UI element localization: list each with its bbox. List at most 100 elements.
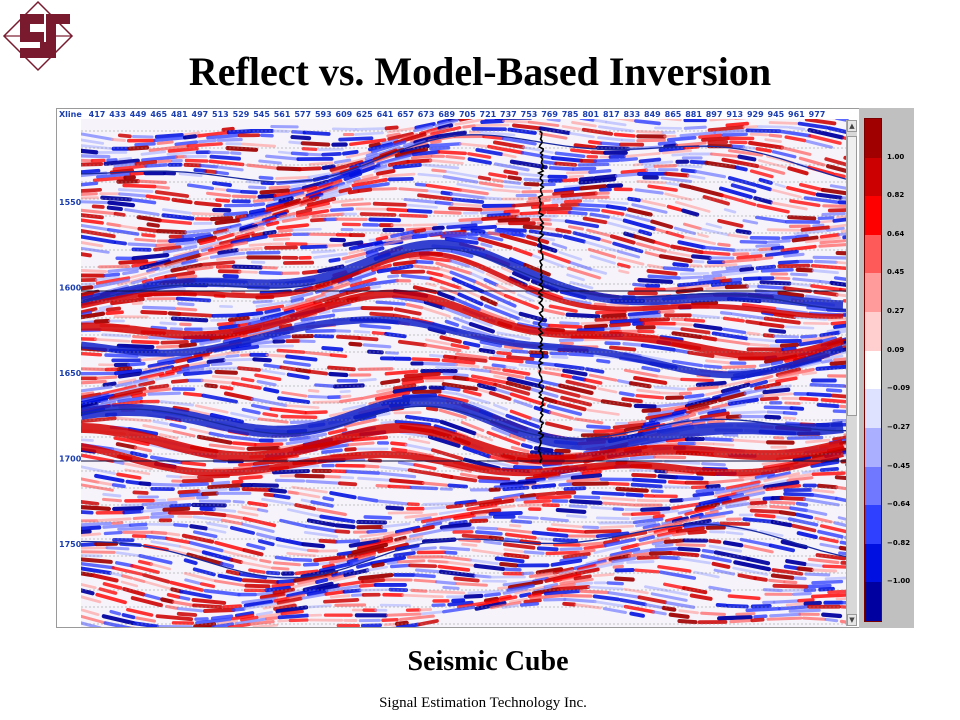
amplitude-stroke [363, 244, 384, 252]
amplitude-stroke [478, 479, 516, 484]
x-tick-label: 721 [480, 110, 497, 119]
amplitude-stroke [695, 497, 732, 509]
amplitude-stroke [257, 539, 275, 547]
amplitude-stroke [569, 499, 603, 505]
amplitude-stroke [663, 143, 679, 149]
x-tick-label: 593 [315, 110, 332, 119]
amplitude-stroke [746, 337, 778, 343]
scrollbar-thumb[interactable] [847, 136, 857, 416]
amplitude-stroke [142, 424, 174, 433]
amplitude-stroke [687, 350, 715, 359]
amplitude-stroke [434, 118, 459, 128]
amplitude-stroke [289, 435, 311, 442]
amplitude-stroke [713, 491, 731, 498]
amplitude-stroke [126, 607, 154, 617]
amplitude-stroke [268, 487, 287, 494]
amplitude-stroke [792, 591, 812, 596]
amplitude-stroke [557, 585, 591, 592]
amplitude-stroke [405, 537, 423, 544]
amplitude-stroke [730, 312, 766, 320]
amplitude-stroke [225, 145, 259, 152]
amplitude-stroke [666, 135, 697, 142]
vertical-scrollbar[interactable]: ▲ ▼ [846, 120, 857, 626]
colorbar-tick-label: 0.27 [887, 307, 905, 316]
amplitude-stroke [111, 566, 144, 576]
amplitude-stroke [214, 241, 234, 249]
amplitude-stroke [109, 609, 122, 616]
amplitude-stroke [727, 233, 749, 239]
amplitude-stroke [140, 355, 175, 362]
amplitude-stroke [274, 555, 293, 561]
amplitude-stroke [483, 540, 502, 546]
amplitude-stroke [79, 385, 113, 393]
amplitude-stroke [240, 615, 259, 622]
amplitude-stroke [725, 414, 742, 420]
amplitude-stroke [467, 152, 492, 159]
amplitude-stroke [79, 510, 94, 515]
amplitude-stroke [426, 270, 444, 278]
amplitude-stroke [768, 384, 792, 390]
amplitude-stroke [403, 140, 417, 148]
amplitude-stroke [290, 151, 309, 157]
amplitude-stroke [479, 340, 503, 348]
amplitude-stroke [383, 530, 412, 539]
amplitude-stroke [122, 269, 139, 276]
scroll-down-icon[interactable]: ▼ [847, 614, 857, 626]
amplitude-stroke [259, 344, 294, 348]
amplitude-stroke [497, 217, 531, 223]
amplitude-stroke [512, 271, 531, 282]
amplitude-stroke [440, 511, 473, 520]
amplitude-stroke [232, 441, 257, 447]
amplitude-stroke [239, 224, 259, 233]
amplitude-stroke [785, 602, 806, 607]
amplitude-stroke [544, 462, 574, 470]
amplitude-stroke [749, 508, 781, 514]
amplitude-stroke [561, 125, 582, 131]
amplitude-stroke [431, 448, 464, 461]
amplitude-stroke [701, 548, 715, 554]
amplitude-stroke [354, 131, 384, 136]
amplitude-stroke [133, 446, 153, 453]
amplitude-stroke [441, 358, 476, 365]
amplitude-stroke [698, 510, 734, 519]
amplitude-stroke [591, 490, 626, 497]
amplitude-stroke [79, 138, 105, 145]
amplitude-stroke [409, 528, 443, 538]
amplitude-stroke [206, 521, 229, 529]
amplitude-stroke [159, 144, 190, 151]
amplitude-stroke [704, 437, 735, 442]
amplitude-stroke [328, 574, 345, 581]
amplitude-stroke [422, 163, 460, 170]
amplitude-stroke [246, 163, 279, 170]
amplitude-stroke [442, 274, 455, 281]
amplitude-stroke [573, 574, 592, 581]
amplitude-stroke [798, 339, 824, 347]
amplitude-stroke [720, 278, 733, 284]
amplitude-stroke [621, 397, 643, 404]
amplitude-stroke [554, 151, 586, 158]
amplitude-stroke [635, 393, 665, 400]
amplitude-stroke [448, 519, 468, 526]
amplitude-stroke [503, 293, 540, 310]
amplitude-stroke [164, 270, 196, 279]
amplitude-stroke [173, 250, 194, 258]
reflector-band [80, 251, 844, 319]
amplitude-stroke [554, 161, 577, 167]
amplitude-stroke [664, 171, 690, 178]
amplitude-stroke [633, 403, 658, 409]
amplitude-stroke [328, 257, 341, 263]
amplitude-stroke [507, 175, 522, 181]
amplitude-stroke [824, 157, 849, 167]
amplitude-stroke [661, 404, 688, 412]
amplitude-stroke [130, 451, 148, 458]
amplitude-stroke [276, 348, 306, 354]
amplitude-stroke [787, 215, 817, 221]
amplitude-stroke [810, 460, 840, 468]
amplitude-stroke [746, 556, 771, 566]
amplitude-stroke [650, 489, 664, 494]
amplitude-stroke [209, 252, 236, 259]
scroll-up-icon[interactable]: ▲ [847, 120, 857, 132]
amplitude-stroke [140, 367, 175, 378]
amplitude-stroke [837, 516, 849, 521]
amplitude-stroke [433, 424, 458, 435]
